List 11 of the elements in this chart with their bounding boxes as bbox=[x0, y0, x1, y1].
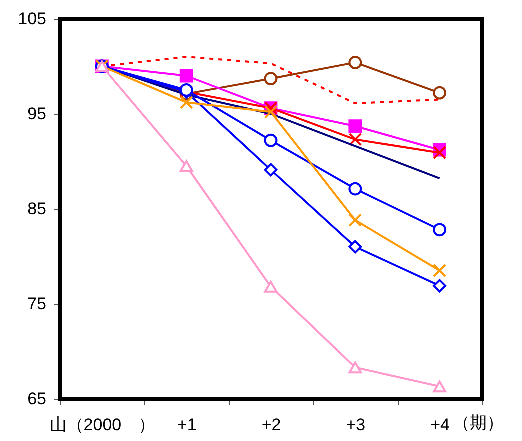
y-tick-label: 105 bbox=[18, 10, 46, 28]
x-tick-label: +2 bbox=[262, 416, 282, 434]
x-tick-label: +1 bbox=[177, 416, 197, 434]
x-tick-label: 山（2000 ） bbox=[50, 416, 156, 434]
y-tick-label: 65 bbox=[28, 390, 46, 408]
x-tick-label: +3 bbox=[346, 416, 366, 434]
x-axis-title: （期） bbox=[452, 414, 504, 432]
x-tick-label: +4 bbox=[430, 416, 450, 434]
y-tick-label: 75 bbox=[28, 294, 46, 314]
y-tick-label: 95 bbox=[28, 104, 46, 124]
y-tick-label: 85 bbox=[28, 200, 46, 218]
